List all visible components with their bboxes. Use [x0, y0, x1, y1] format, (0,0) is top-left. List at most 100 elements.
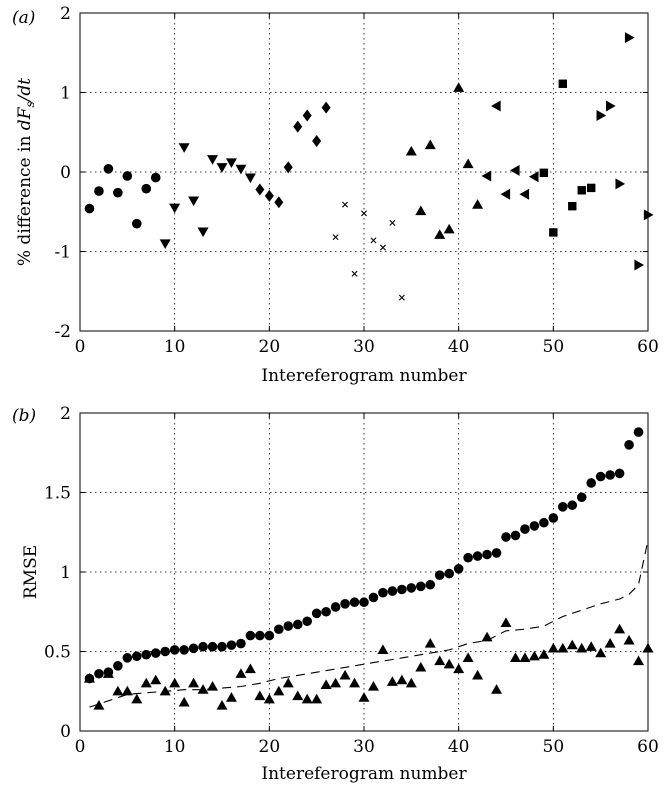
point-circle [141, 649, 152, 660]
point-circle [311, 608, 322, 619]
point-cross [342, 201, 349, 208]
panel-a-ylabel-d1: dF [15, 106, 35, 130]
point-cross [351, 270, 358, 277]
point-triangle-up [188, 677, 200, 688]
panel-a-ylabel-prefix: % difference in [15, 130, 35, 266]
point-circle [236, 638, 246, 649]
point-circle [274, 624, 284, 635]
point-circle [529, 521, 540, 531]
point-triangle-down [235, 164, 247, 175]
point-triangle-up [282, 677, 294, 688]
point-triangle-up [263, 693, 275, 704]
point-circle [179, 645, 189, 655]
point-circle [226, 640, 237, 650]
point-triangle-down [207, 155, 219, 165]
point-triangle-right [643, 209, 654, 221]
point-circle [330, 602, 341, 612]
point-circle [416, 581, 426, 592]
panel-b-marks [83, 427, 654, 710]
point-circle [434, 570, 445, 580]
point-circle [378, 587, 388, 598]
point-triangle-up [225, 692, 237, 702]
point-triangle-up [491, 684, 503, 694]
point-diamond [312, 134, 322, 147]
point-triangle-up [330, 677, 342, 688]
point-triangle-up [623, 634, 635, 645]
point-triangle-up [396, 674, 408, 685]
point-triangle-up [481, 631, 493, 642]
x-tick-label: 20 [259, 737, 281, 757]
point-circle [113, 187, 123, 198]
y-tick-label: 2 [60, 4, 71, 24]
point-triangle-up [140, 677, 152, 688]
point-square [558, 79, 567, 88]
point-triangle-up [405, 145, 417, 156]
point-circle [510, 530, 521, 541]
point-triangle-up [178, 696, 190, 707]
point-circle [444, 568, 455, 579]
point-triangle-right [634, 259, 645, 271]
point-cross [361, 210, 367, 217]
point-circle [150, 172, 161, 183]
point-triangle-up [386, 676, 398, 686]
point-triangle-up [500, 617, 512, 628]
point-circle [207, 641, 218, 652]
point-triangle-up [614, 623, 626, 634]
point-triangle-down [216, 163, 228, 173]
point-diamond [293, 120, 303, 133]
point-circle [113, 661, 123, 671]
point-triangle-up [604, 638, 616, 648]
point-cross [398, 294, 405, 301]
y-tick-label: 1 [60, 563, 71, 583]
point-triangle-up [320, 679, 332, 690]
point-circle [453, 564, 464, 574]
point-circle [340, 599, 350, 609]
panel-b-ticks: 0 10 20 30 40 50 60 0 0.5 1 1.5 2 [44, 404, 659, 757]
point-triangle-up [434, 655, 446, 666]
point-triangle-left [481, 170, 492, 182]
panel-a-xlabel: Intereferogram number [261, 366, 467, 386]
point-circle [94, 668, 104, 679]
point-triangle-up [301, 693, 313, 704]
x-tick-label: 0 [75, 737, 86, 757]
point-triangle-up [244, 663, 256, 674]
point-triangle-up [405, 677, 417, 688]
point-circle [150, 648, 161, 658]
point-circle [614, 468, 625, 479]
point-circle [501, 532, 511, 542]
point-circle [624, 440, 634, 450]
panel-a: 0 10 20 30 40 50 60 -2 -1 0 1 2 (a) Intereferogram … [12, 4, 659, 386]
point-circle [169, 645, 180, 655]
x-tick-label: 30 [353, 737, 375, 757]
point-triangle-up [367, 680, 379, 691]
point-circle [292, 619, 303, 630]
panel-a-ylabel-sub: s [23, 101, 37, 107]
point-triangle-up [235, 668, 247, 678]
point-circle [217, 641, 227, 652]
point-triangle-up [424, 139, 436, 150]
point-triangle-left [500, 188, 511, 200]
point-circle [387, 586, 398, 596]
point-square [568, 201, 577, 211]
point-triangle-up [566, 639, 578, 650]
point-triangle-right [624, 32, 635, 44]
point-circle [349, 597, 360, 608]
point-circle [160, 646, 170, 657]
point-circle [264, 630, 275, 641]
point-circle [359, 597, 369, 608]
point-circle [633, 427, 644, 437]
panel-b-grid [80, 413, 648, 731]
point-cross [379, 244, 386, 251]
point-circle [586, 478, 596, 488]
y-tick-label: 0 [60, 722, 71, 742]
point-square [577, 186, 586, 195]
point-triangle-up [462, 158, 474, 169]
x-tick-label: 60 [637, 737, 659, 757]
point-triangle-up [292, 690, 304, 701]
point-triangle-up [112, 685, 124, 696]
point-circle [84, 203, 95, 214]
point-triangle-up [472, 199, 484, 209]
point-triangle-up [434, 229, 446, 239]
point-cross [389, 219, 396, 226]
